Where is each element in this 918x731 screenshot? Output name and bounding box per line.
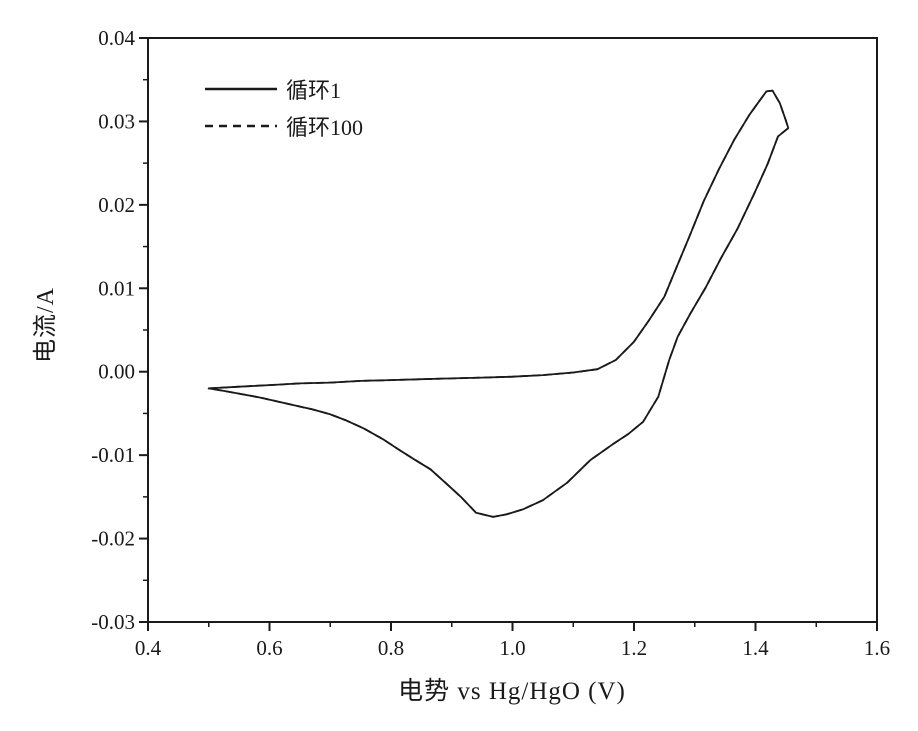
y-tick-label: 0.00 [98,360,135,384]
y-tick-label: 0.02 [98,193,135,217]
x-axis-title: 电势 vs Hg/HgO (V) [398,678,626,705]
curve-cycle-1 [207,89,790,518]
y-tick-label: 0.04 [98,26,135,50]
dashed-line-sample-icon [205,124,277,127]
legend-label: 循环1 [286,77,342,103]
x-tick-label: 0.8 [378,636,404,660]
y-tick-label: -0.02 [91,527,135,551]
y-tick-label: -0.01 [91,443,135,467]
x-tick-label: 0.6 [256,636,282,660]
legend: 循环1 循环100 [205,70,363,144]
x-tick-label: 1.2 [621,636,647,660]
solid-line-sample-icon [205,87,277,90]
y-axis-title: 电流/A [33,287,59,363]
x-tick-label: 1.0 [499,636,525,660]
legend-item-cycle-100: 循环100 [205,107,363,144]
legend-item-cycle-1: 循环1 [205,70,363,107]
y-tick-label: 0.03 [98,109,135,133]
x-tick-label: 1.6 [864,636,890,660]
curve-cycle-100 [207,89,790,518]
legend-label: 循环100 [286,114,364,140]
y-tick-label: 0.01 [98,276,135,300]
x-tick-label: 1.4 [742,636,769,660]
x-tick-label: 0.4 [135,636,162,660]
y-tick-label: -0.03 [91,610,135,634]
